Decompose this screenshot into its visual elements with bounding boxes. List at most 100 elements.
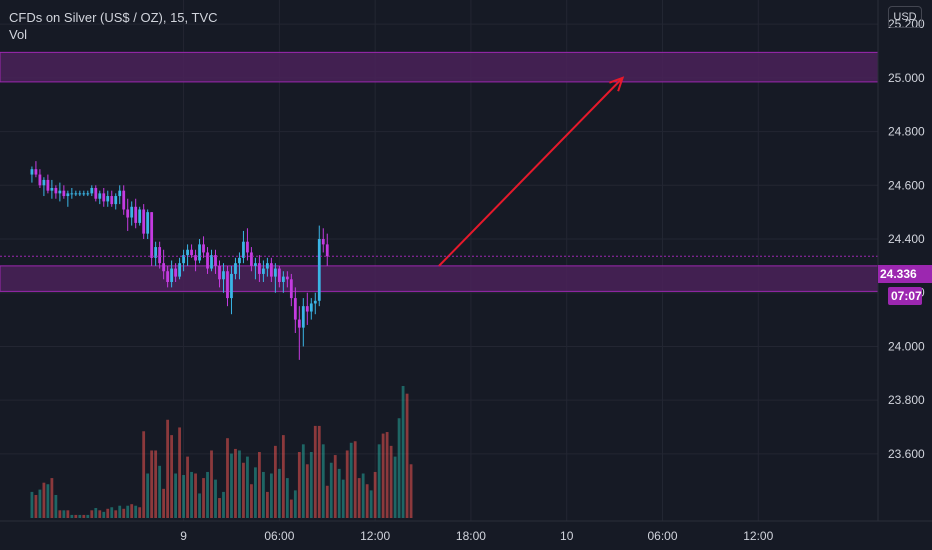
volume-bar <box>30 491 34 518</box>
volume-bar <box>166 419 170 518</box>
candle-body <box>142 209 146 234</box>
price-tick-label: 24.800 <box>888 125 925 139</box>
volume-bar <box>353 441 357 518</box>
volume-bar <box>397 418 401 518</box>
time-tick-label: 12:00 <box>743 529 773 543</box>
volume-bar <box>385 432 389 518</box>
volume-bar <box>130 504 134 518</box>
symbol-title[interactable]: CFDs on Silver (US$ / OZ), 15, TVC <box>9 10 218 25</box>
volume-bar <box>178 427 181 518</box>
price-tick-label: 24.600 <box>888 178 925 192</box>
candle-body <box>250 252 253 266</box>
candle-body <box>38 174 42 186</box>
price-axis[interactable] <box>878 0 932 521</box>
candle-body <box>214 255 217 266</box>
candle-body <box>265 263 269 269</box>
candle-body <box>206 252 209 269</box>
volume-bar <box>309 452 313 518</box>
zones[interactable] <box>0 51 879 292</box>
volume-bar <box>297 452 301 518</box>
candle-body <box>254 263 257 266</box>
volume-bar <box>281 435 285 518</box>
volume-bar <box>222 491 225 518</box>
volume-bar <box>301 444 305 518</box>
candle-body <box>277 268 281 282</box>
volume-bar <box>325 485 329 518</box>
volume-bar <box>230 453 233 518</box>
candle-body <box>222 271 225 280</box>
candle-body <box>86 193 90 195</box>
candle-body <box>301 306 305 328</box>
time-axis[interactable] <box>0 521 932 550</box>
volume-bar <box>34 494 38 518</box>
candle-body <box>297 319 301 328</box>
volume-bar <box>42 482 46 518</box>
candle-body <box>138 209 142 223</box>
candle-body <box>194 255 197 261</box>
candle-body <box>50 187 54 191</box>
candle-body <box>78 193 82 195</box>
volume-bar <box>194 473 197 518</box>
time-tick-label: 06:00 <box>264 529 294 543</box>
candle-body <box>58 190 62 194</box>
volume-bar <box>357 478 361 518</box>
candle-body <box>94 187 98 199</box>
time-tick-label: 06:00 <box>647 529 677 543</box>
price-zone <box>0 265 879 292</box>
volume-bar <box>94 508 98 518</box>
volume-bar <box>134 505 138 518</box>
candle-body <box>262 268 265 274</box>
volume-bar <box>154 450 158 518</box>
volume-bar <box>329 462 333 518</box>
candle-body <box>42 179 46 186</box>
candle-body <box>46 179 50 191</box>
candle-body <box>238 257 241 264</box>
trend-arrow[interactable] <box>438 76 625 267</box>
volume-bar <box>321 444 325 518</box>
last-price-tag: 24.336 <box>880 267 917 281</box>
volume-bar <box>146 473 150 518</box>
volume-bar <box>265 491 269 518</box>
candle-body <box>154 247 158 258</box>
volume-bar <box>333 455 337 518</box>
candle-body <box>82 193 86 195</box>
price-tick-label: 23.600 <box>888 447 925 461</box>
volume-bar <box>126 505 130 518</box>
volume-bar <box>277 468 281 518</box>
candle-body <box>170 268 174 282</box>
volume-bar <box>162 488 166 518</box>
candle-body <box>242 241 245 258</box>
candle-body <box>174 268 177 277</box>
volume-bar <box>46 484 50 518</box>
candle-body <box>273 268 277 277</box>
last-price-tags: 24.336 07:07 <box>878 265 932 305</box>
candle-body <box>321 239 325 245</box>
volume-bar <box>142 431 146 518</box>
currency-button[interactable]: USD <box>888 6 922 28</box>
time-tick-label: 18:00 <box>456 529 486 543</box>
candle-body <box>130 206 134 218</box>
price-tick-label: 24.400 <box>888 232 925 246</box>
candle-body <box>146 212 150 234</box>
candle-body <box>230 273 233 299</box>
volume-bar <box>393 456 397 518</box>
candle-body <box>122 190 126 210</box>
candle-body <box>178 263 181 277</box>
volume-bar <box>210 450 213 518</box>
volume-bar <box>158 465 162 518</box>
volume-bar <box>234 448 237 518</box>
time-tick-label: 10 <box>560 529 574 543</box>
candles <box>30 161 329 360</box>
candle-body <box>30 169 34 175</box>
candle-body <box>90 187 94 194</box>
volume-bar <box>349 442 353 518</box>
volume-bar <box>409 464 413 518</box>
price-tick-label: 23.800 <box>888 393 925 407</box>
volume-bar <box>373 471 377 518</box>
candle-body <box>325 244 329 257</box>
volume-bar <box>110 507 114 518</box>
volume-bar <box>206 471 209 518</box>
candle-body <box>234 263 237 274</box>
volume-label[interactable]: Vol <box>9 27 28 42</box>
